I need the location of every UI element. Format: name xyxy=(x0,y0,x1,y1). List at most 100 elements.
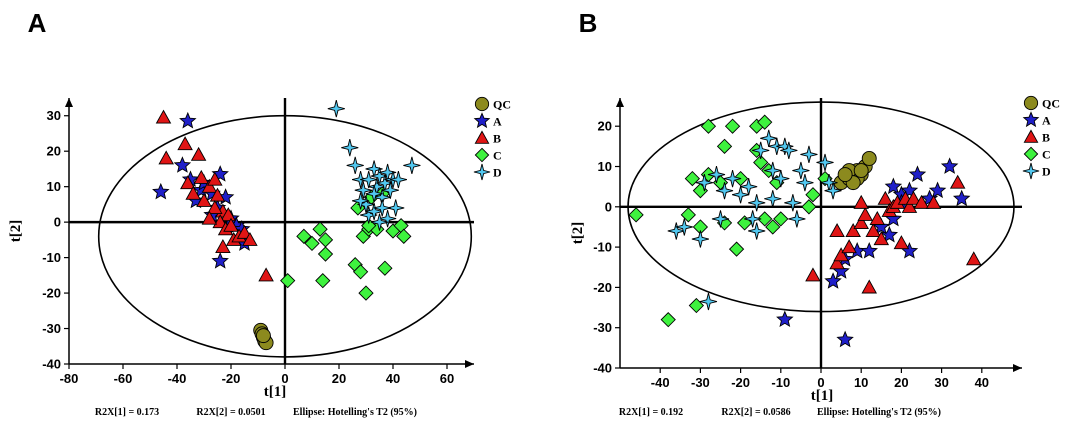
legend-marker-qc xyxy=(474,96,490,112)
point-d xyxy=(780,141,798,159)
point-d xyxy=(796,174,814,192)
point-c xyxy=(280,273,296,289)
point-b xyxy=(869,210,886,225)
x-tick-label: -20 xyxy=(222,371,241,386)
x-tick-label: 10 xyxy=(854,375,868,390)
legend-label-b: B xyxy=(493,132,501,146)
y-tick-label: -30 xyxy=(593,320,612,335)
data-points xyxy=(628,114,982,348)
point-b xyxy=(873,231,890,246)
point-b xyxy=(877,190,894,205)
point-d xyxy=(752,141,770,159)
x-axis-arrow xyxy=(1013,364,1022,372)
point-d xyxy=(788,210,806,228)
x-tick-label: -40 xyxy=(651,375,670,390)
point-d xyxy=(772,169,790,188)
point-d xyxy=(365,202,383,221)
y-tick-label: 0 xyxy=(54,215,61,230)
legend-label-d: D xyxy=(1042,165,1051,179)
point-c xyxy=(728,241,745,257)
point-c xyxy=(724,118,741,134)
point-c xyxy=(315,273,331,289)
point-d xyxy=(370,213,389,231)
point-b xyxy=(220,207,237,222)
point-b xyxy=(196,192,212,207)
point-b xyxy=(190,146,207,161)
point-b xyxy=(201,210,218,225)
point-b xyxy=(185,185,201,200)
point-d xyxy=(351,192,370,210)
x-tick-label: 20 xyxy=(332,371,346,386)
y-tick-label: 10 xyxy=(598,159,612,174)
chart-panel-b: B -40 -30 -20 -10 0 10 20 30 40 -40 -30 -20 -10 0 10 20 t… xyxy=(570,8,1060,418)
point-d xyxy=(715,182,734,200)
point-d xyxy=(354,181,372,199)
point-b xyxy=(209,187,226,202)
point-d xyxy=(764,161,782,180)
point-d xyxy=(387,199,405,217)
point-c xyxy=(773,211,789,227)
point-d xyxy=(723,169,742,188)
footer-stat: Ellipse: Hotelling's T2 (95%) xyxy=(293,407,417,418)
point-a xyxy=(860,241,878,259)
point-d xyxy=(341,139,359,157)
y-tick-label: 20 xyxy=(47,144,61,159)
y-axis-arrow xyxy=(65,98,73,107)
legend-label-qc: QC xyxy=(1042,97,1060,111)
point-c xyxy=(304,235,320,252)
point-b xyxy=(833,247,849,262)
legend-marker-c xyxy=(1023,146,1039,162)
y-axis-title: t[2] xyxy=(570,222,586,245)
point-a xyxy=(211,251,229,269)
point-d xyxy=(327,100,345,118)
point-b xyxy=(857,206,873,221)
legend-marker-a xyxy=(1022,111,1040,128)
x-tick-label: 40 xyxy=(386,371,400,386)
point-d xyxy=(792,161,810,180)
point-b xyxy=(207,171,223,186)
point-d xyxy=(360,170,378,189)
x-tick-label: 0 xyxy=(281,371,288,386)
panel-letter-a: A xyxy=(28,8,47,38)
legend-marker-qc xyxy=(1023,95,1039,111)
footer-stat: R2X[2] = 0.0586 xyxy=(721,407,790,418)
point-b xyxy=(925,194,942,209)
point-d xyxy=(365,160,383,178)
x-tick-label: -10 xyxy=(771,375,790,390)
y-axis-arrow xyxy=(616,98,624,107)
point-b xyxy=(223,217,239,232)
point-a xyxy=(776,310,794,328)
y-tick-label: -10 xyxy=(593,240,612,255)
point-c xyxy=(757,114,773,130)
point-a xyxy=(179,111,197,129)
point-a xyxy=(940,157,959,174)
y-tick-label: 0 xyxy=(605,199,612,214)
point-c xyxy=(680,207,696,223)
point-d xyxy=(373,199,391,217)
point-b xyxy=(155,109,172,124)
point-b xyxy=(861,279,878,294)
y-tick-label: -10 xyxy=(42,250,61,265)
y-tick-label: 30 xyxy=(47,108,61,123)
y-tick-label: -20 xyxy=(42,286,61,301)
legend-marker-d xyxy=(1022,162,1040,180)
point-b xyxy=(193,169,210,184)
point-c xyxy=(684,170,700,187)
panel-letter-b: B xyxy=(579,8,598,38)
legend-label-a: A xyxy=(1042,114,1051,128)
y-tick-label: -40 xyxy=(42,357,61,372)
point-qc xyxy=(861,150,877,166)
footer-stat: R2X[2] = 0.0501 xyxy=(196,407,265,418)
x-tick-label: 40 xyxy=(975,375,989,390)
legend-marker-c xyxy=(474,147,490,163)
legend-label-a: A xyxy=(493,115,502,129)
point-c xyxy=(296,228,312,244)
point-qc xyxy=(853,163,869,178)
point-a xyxy=(884,177,903,195)
point-b xyxy=(853,194,869,209)
point-c xyxy=(700,118,717,134)
x-axis-title: t[1] xyxy=(264,384,287,400)
legend-label-d: D xyxy=(493,166,502,180)
point-d xyxy=(731,186,750,204)
